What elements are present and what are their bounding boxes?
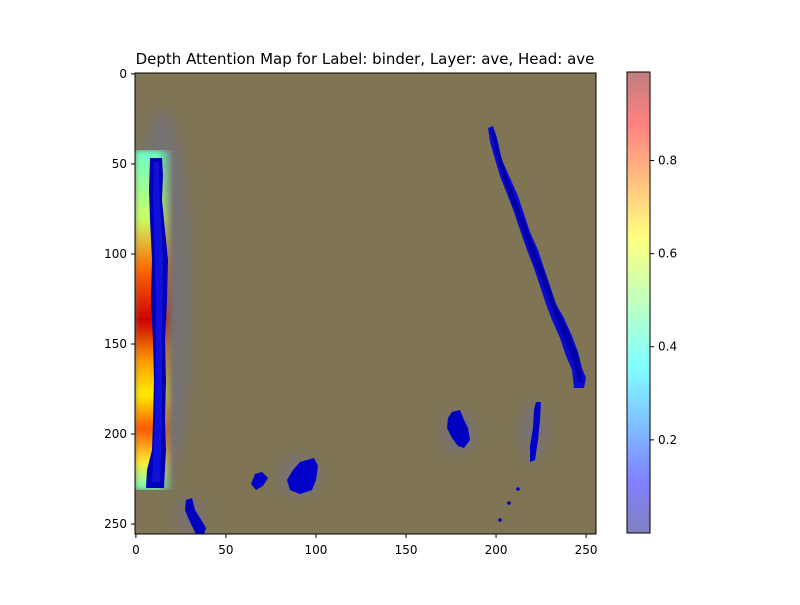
colorbar-tick-label: 0.6: [658, 247, 677, 261]
dot-3: [498, 518, 502, 522]
x-tick-label: 50: [218, 543, 233, 557]
colorbar-tick-label: 0.2: [658, 433, 677, 447]
left-strip-edge-inner: [152, 162, 163, 482]
x-tick-label: 0: [132, 543, 140, 557]
x-tick-label: 200: [485, 543, 508, 557]
right-diagonal-edge: [488, 126, 586, 388]
x-tick-label: 250: [575, 543, 598, 557]
y-tick-label: 50: [112, 157, 127, 171]
dot-2: [507, 501, 511, 505]
colorbar-frame: [626, 71, 651, 534]
colorbar-gradient: [627, 72, 650, 533]
attention-blobs: [185, 402, 541, 534]
x-tick-label: 150: [395, 543, 418, 557]
colorbar-tick-label: 0.4: [658, 340, 677, 354]
y-tick-label: 250: [104, 517, 127, 531]
dot-1: [516, 487, 520, 491]
y-tick-label: 200: [104, 427, 127, 441]
diagonal-edge-core: [491, 130, 583, 382]
colorbar-ticks: 0.2 0.4 0.6 0.8: [650, 153, 677, 447]
vertical-edge-222: [530, 402, 541, 462]
x-tick-label: 100: [305, 543, 328, 557]
blob-175-205: [447, 410, 470, 448]
blob-68-225: [251, 472, 268, 490]
y-tick-label: 0: [119, 67, 127, 81]
left-edge-strip: [135, 150, 173, 490]
heatmap-area: [135, 73, 596, 534]
axes-frame: [134, 72, 597, 535]
colorbar: 0.2 0.4 0.6 0.8: [626, 71, 677, 534]
y-tick-label: 100: [104, 247, 127, 261]
blob-93-228: [287, 458, 318, 494]
x-axis-ticks: 0 50 100 150 200 250: [132, 534, 598, 557]
y-tick-label: 150: [104, 337, 127, 351]
bottom-left-edge: [185, 498, 206, 534]
colorbar-tick-label: 0.8: [658, 153, 677, 167]
y-axis-ticks: 0 50 100 150 200 250: [104, 67, 135, 531]
chart-title: Depth Attention Map for Label: binder, L…: [136, 50, 595, 68]
heatmap-background: [135, 73, 596, 534]
